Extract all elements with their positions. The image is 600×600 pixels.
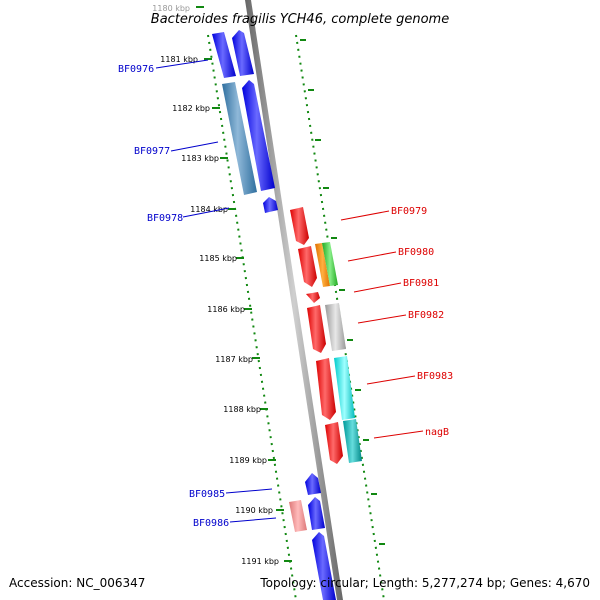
gene-arrow-nagb[interactable] [325, 422, 343, 464]
tick-label: 1188 kbp [223, 405, 261, 414]
tick-label: 1187 kbp [215, 355, 253, 364]
gene-labels: BF0976 BF0977 BF0978 BF0985 BF0986 BF097… [118, 64, 453, 529]
gene-arrow-bf0978-small[interactable] [263, 197, 278, 213]
tick-label: 1180 kbp [152, 4, 190, 13]
gene-arrow-bf0977[interactable] [222, 82, 257, 195]
ruler-tick-marks [196, 6, 292, 562]
gene-arrow-bf0980[interactable] [298, 246, 317, 287]
gene-arrow-nagb-teal[interactable] [343, 419, 362, 463]
gene-label-bf0985[interactable]: BF0985 [189, 489, 225, 500]
gene-arrow-bf0980-orange[interactable] [315, 243, 330, 287]
gene-arrow-bf0976-part1[interactable] [212, 32, 236, 78]
gene-arrow-bf0981[interactable] [306, 292, 320, 303]
gene-label-bf0982[interactable]: BF0982 [408, 310, 444, 321]
gene-arrow-bf0987[interactable] [312, 532, 336, 600]
gene-label-bf0983[interactable]: BF0983 [417, 371, 453, 382]
tick-label: 1191 kbp [241, 557, 279, 566]
gene-arrow-bf0985[interactable] [305, 473, 321, 495]
gene-arrow-bf0978[interactable] [242, 80, 275, 191]
gene-label-bf0980[interactable]: BF0980 [398, 247, 434, 258]
tick-label: 1190 kbp [235, 506, 273, 515]
outer-tick-track [295, 34, 385, 600]
gene-arrow-bf0982-gray[interactable] [325, 303, 346, 351]
accession-text: Accession: NC_006347 [9, 576, 145, 590]
gene-label-bf0986[interactable]: BF0986 [193, 518, 229, 529]
gene-arrow-bf0983-cyan[interactable] [334, 356, 355, 420]
gene-label-bf0978[interactable]: BF0978 [147, 213, 183, 224]
label-leader-lines [155, 59, 424, 523]
tick-label: 1181 kbp [160, 55, 198, 64]
tick-label: 1186 kbp [207, 305, 245, 314]
tick-label: 1183 kbp [181, 154, 219, 163]
gene-arrow-bf0976-part2[interactable] [232, 30, 254, 76]
gene-arrow-bf0980-green[interactable] [322, 242, 338, 286]
genome-title: Bacteroides fragilis YCH46, complete gen… [151, 12, 449, 27]
tick-label: 1189 kbp [229, 456, 267, 465]
gene-arrow-bf0983[interactable] [316, 358, 336, 420]
tick-label: 1184 kbp [190, 205, 228, 214]
gene-label-bf0981[interactable]: BF0981 [403, 278, 439, 289]
genome-summary-text: Topology: circular; Length: 5,277,274 bp… [259, 576, 590, 590]
forward-strand-genes [290, 207, 362, 464]
gene-label-bf0976[interactable]: BF0976 [118, 64, 154, 75]
gene-arrow-bf0982[interactable] [307, 305, 326, 353]
ruler-tick-labels: 1180 kbp 1181 kbp 1182 kbp 1183 kbp 1184… [152, 4, 279, 566]
gene-arrow-bf0986-part1[interactable] [308, 497, 325, 530]
gene-arrow-bf0986-part2[interactable] [289, 500, 307, 532]
gene-arrow-bf0979[interactable] [290, 207, 309, 245]
gene-label-nagb[interactable]: nagB [425, 427, 449, 438]
reverse-strand-genes [212, 30, 336, 600]
inner-ruler-track [207, 34, 297, 600]
gene-label-bf0979[interactable]: BF0979 [391, 206, 427, 217]
gene-label-bf0977[interactable]: BF0977 [134, 146, 170, 157]
genome-backbone [245, 0, 343, 600]
tick-label: 1182 kbp [172, 104, 210, 113]
tick-label: 1185 kbp [199, 254, 237, 263]
